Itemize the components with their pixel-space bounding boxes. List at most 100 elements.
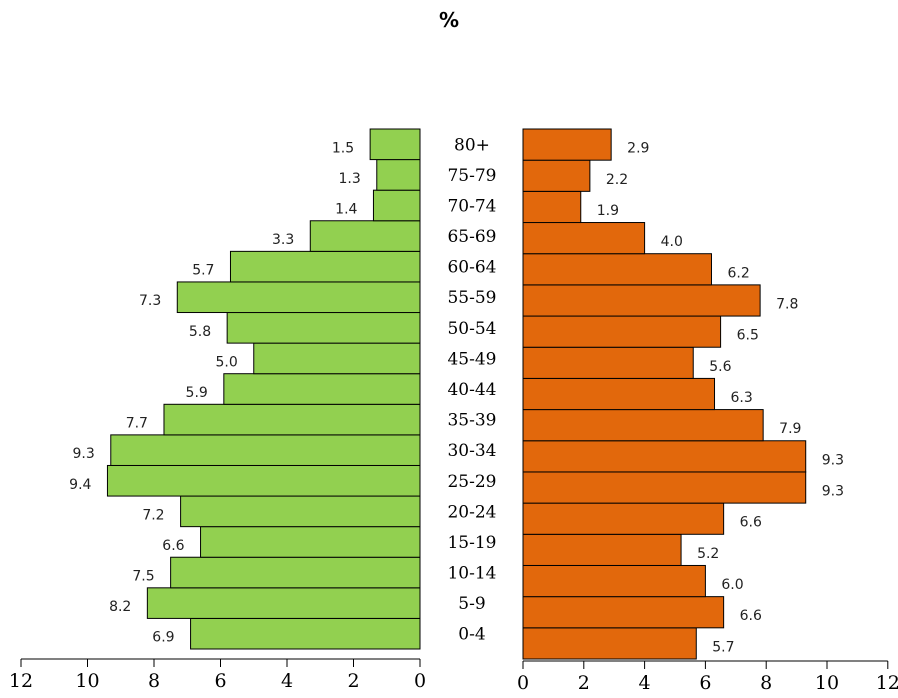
right-bar-20-24 xyxy=(522,502,725,535)
left-value-label-55-59: 7.3 xyxy=(139,293,161,309)
left-axis-tick-label-2: 2 xyxy=(347,670,359,692)
left-value-label-75-79: 1.3 xyxy=(339,171,361,187)
right-value-label-50-54: 6.5 xyxy=(737,328,759,344)
left-bar-10-14 xyxy=(170,556,421,589)
age-labels-group: 0-4 5-9 10-14 15-19 20-24 25-29 30-34 35-39 40-4… xyxy=(447,135,496,644)
right-value-label-5-9: 6.6 xyxy=(740,608,762,624)
left-bars-group: 6.9 8.27.5 6.6 7.2 9.4 9.3 7.7 5.9 5.05.8 7.3 5.7 3… xyxy=(69,128,421,650)
age-label-25-29: 25-29 xyxy=(447,472,496,492)
left-bar-35-39 xyxy=(163,403,421,436)
left-bar-55-59 xyxy=(176,281,421,314)
right-axis-tick-label-8: 8 xyxy=(760,672,772,694)
age-label-40-44: 40-44 xyxy=(447,380,496,400)
right-bar-65-69 xyxy=(522,222,646,255)
left-bar-50-54 xyxy=(226,312,421,344)
left-value-label-60-64: 5.7 xyxy=(192,263,214,279)
right-value-label-30-34: 9.3 xyxy=(822,452,844,468)
left-bar-65-69 xyxy=(309,220,421,252)
left-bar-0-4 xyxy=(190,617,421,650)
left-axis-tick-label-12: 12 xyxy=(9,670,33,692)
right-value-label-55-59: 7.8 xyxy=(776,296,798,312)
left-bar-20-24 xyxy=(180,495,421,528)
right-value-label-20-24: 6.6 xyxy=(740,515,762,531)
right-value-label-35-39: 7.9 xyxy=(779,421,801,437)
right-bar-45-49 xyxy=(522,346,694,379)
left-value-label-20-24: 7.2 xyxy=(142,507,164,523)
age-label-80+: 80+ xyxy=(454,135,490,155)
age-label-55-59: 55-59 xyxy=(447,288,496,308)
left-value-label-50-54: 5.8 xyxy=(189,324,211,340)
age-label-50-54: 50-54 xyxy=(447,319,496,339)
left-axis-tick-label-0: 0 xyxy=(414,670,426,692)
left-value-label-30-34: 9.3 xyxy=(73,446,95,462)
left-bar-70-74 xyxy=(372,189,421,222)
right-bar-15-19 xyxy=(522,533,682,566)
age-label-75-79: 75-79 xyxy=(447,166,496,186)
right-value-label-75-79: 2.2 xyxy=(606,172,628,188)
age-label-60-64: 60-64 xyxy=(447,258,496,278)
left-bar-5-9 xyxy=(146,587,421,619)
left-value-label-25-29: 9.4 xyxy=(69,477,91,493)
right-bar-25-29 xyxy=(522,471,807,504)
left-bar-60-64 xyxy=(229,250,421,283)
left-value-label-70-74: 1.4 xyxy=(335,201,357,217)
left-value-label-65-69: 3.3 xyxy=(272,232,294,248)
left-bar-30-34 xyxy=(110,434,421,466)
left-bar-40-44 xyxy=(223,373,421,405)
right-value-label-10-14: 6.0 xyxy=(721,577,743,593)
right-bar-75-79 xyxy=(522,159,591,192)
left-bar-15-19 xyxy=(200,526,421,558)
left-value-label-0-4: 6.9 xyxy=(152,630,174,646)
right-bar-60-64 xyxy=(522,253,712,286)
age-label-70-74: 70-74 xyxy=(447,196,496,216)
right-axis-tick-label-6: 6 xyxy=(699,672,711,694)
right-bar-80+ xyxy=(522,128,612,161)
right-bar-10-14 xyxy=(522,564,706,598)
right-value-label-70-74: 1.9 xyxy=(597,203,619,219)
right-value-label-15-19: 5.2 xyxy=(697,546,719,562)
right-value-label-45-49: 5.6 xyxy=(709,359,731,375)
age-label-45-49: 45-49 xyxy=(447,349,496,369)
left-x-axis: 12 10 8 6 4 2 0 xyxy=(9,658,426,692)
left-bar-75-79 xyxy=(376,159,421,191)
right-axis-tick-label-10: 10 xyxy=(815,672,839,694)
right-axis-tick-label-12: 12 xyxy=(876,672,898,694)
right-bar-70-74 xyxy=(522,190,582,224)
right-bar-50-54 xyxy=(522,315,722,348)
age-label-30-34: 30-34 xyxy=(447,441,496,461)
right-axis-tick-label-0: 0 xyxy=(517,672,529,694)
age-label-20-24: 20-24 xyxy=(447,502,496,522)
left-bar-45-49 xyxy=(253,342,421,375)
right-value-label-60-64: 6.2 xyxy=(727,265,749,281)
left-value-label-40-44: 5.9 xyxy=(186,385,208,401)
right-value-label-0-4: 5.7 xyxy=(712,639,734,655)
right-x-axis: 0 2 4 6 8 10 12 xyxy=(517,660,898,694)
left-axis-tick-label-4: 4 xyxy=(281,670,293,692)
right-value-label-65-69: 4.0 xyxy=(661,234,683,250)
left-value-label-45-49: 5.0 xyxy=(215,354,237,370)
age-label-10-14: 10-14 xyxy=(447,564,496,584)
left-value-label-80+: 1.5 xyxy=(332,140,354,156)
left-value-label-5-9: 8.2 xyxy=(109,599,131,615)
age-label-15-19: 15-19 xyxy=(447,533,496,553)
left-bar-80+ xyxy=(369,128,421,161)
right-bar-5-9 xyxy=(522,596,725,629)
left-axis-tick-label-8: 8 xyxy=(148,670,160,692)
age-label-35-39: 35-39 xyxy=(447,411,496,431)
right-bar-30-34 xyxy=(522,440,807,473)
right-bars-group: 5.7 6.6 6.05.2 6.6 9.3 9.3 7.9 6.35.6 6.5 7.8 6.2 4… xyxy=(522,128,844,660)
right-axis-tick-label-4: 4 xyxy=(639,672,651,694)
left-axis-tick-label-10: 10 xyxy=(75,670,99,692)
left-value-label-10-14: 7.5 xyxy=(132,569,154,585)
left-bar-25-29 xyxy=(106,464,421,497)
chart-title: % xyxy=(438,8,460,32)
left-value-label-35-39: 7.7 xyxy=(126,416,148,432)
right-bar-35-39 xyxy=(522,409,764,442)
age-label-0-4: 0-4 xyxy=(458,625,485,645)
left-value-label-15-19: 6.6 xyxy=(162,538,184,554)
right-value-label-80+: 2.9 xyxy=(627,141,649,157)
right-value-label-25-29: 9.3 xyxy=(822,484,844,500)
right-value-label-40-44: 6.3 xyxy=(731,390,753,406)
age-label-5-9: 5-9 xyxy=(458,594,485,614)
